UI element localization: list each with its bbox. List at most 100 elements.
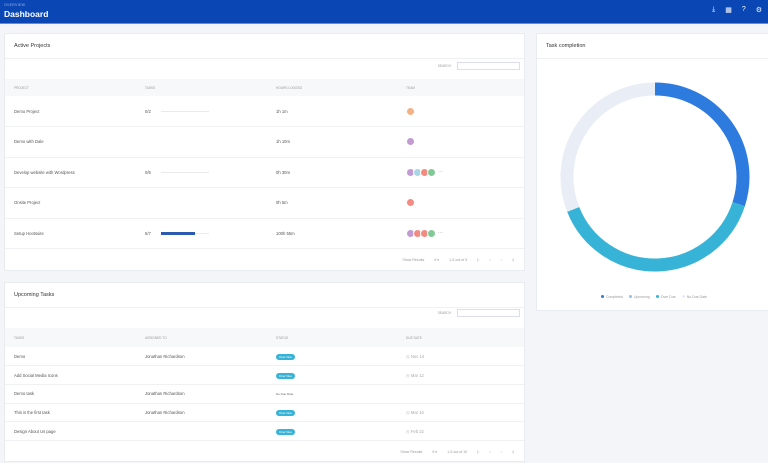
project-name[interactable]: Demo Project [5,96,136,127]
status-cell: Over Due [267,421,397,441]
table-row[interactable]: Demo Jonathan Richardson Over Due ◷ Nov 14 [5,347,524,367]
hours-logged: 0h 5m [267,187,397,219]
clock-icon: ◷ [406,372,411,378]
table-row[interactable]: Demo with Dale 1h 10m [5,126,524,158]
col-header[interactable]: Team [397,79,524,96]
team-cell [397,126,524,158]
next-page-button[interactable]: › [500,449,502,454]
table-row[interactable]: Add Social Media Icons Over Due ◷ Mar 12 [5,365,524,385]
card-title: Task completion [546,43,586,49]
donut-slice-completed[interactable] [654,82,750,207]
per-page-select[interactable]: 5 ▾ [432,449,438,454]
team-cell: ··· [397,218,524,249]
task-completion-card: Task completion Completed Upcoming Over Du… [536,33,768,311]
status-badge: Over Due [276,409,295,416]
last-page-button[interactable]: ›| [511,449,514,454]
task-search-input[interactable] [457,309,520,317]
task-name[interactable]: This is the first task [5,403,136,423]
per-page-select[interactable]: 5 ▾ [434,258,440,262]
avatar[interactable] [427,167,436,177]
table-row[interactable]: Demo task Jonathan Richardson No Due Date [5,384,524,404]
status-badge: Over Due [276,372,295,379]
project-name[interactable]: Demo with Dale [5,126,136,158]
avatar[interactable] [406,106,415,116]
team-cell [397,96,524,127]
top-bar: OVERVIEW Dashboard ⤓ ▦ ? ⚙ [0,0,768,24]
avatar[interactable] [406,198,415,208]
task-pager: Show Results 5 ▾ 1-5 out of 10 |‹ ‹ › ›| [5,441,524,463]
assignee: Jonathan Richardson [136,384,267,404]
table-row[interactable]: Setup Hootsuite 5/7 100h 55m ··· [5,218,524,249]
project-search-input[interactable] [457,62,520,70]
task-name[interactable]: Demo task [5,384,136,404]
first-page-button[interactable]: |‹ [477,449,480,454]
table-row[interactable]: Develop website with Wordpress 0/6 0h 30m ·… [5,157,524,188]
first-page-button[interactable]: |‹ [477,258,480,262]
last-page-button[interactable]: ›| [511,258,514,262]
project-name[interactable]: Develop website with Wordpress [5,157,136,188]
due-date: Mar 12 [410,372,424,378]
avatar[interactable] [427,228,436,238]
table-row[interactable]: Design About Us page Over Due ◷ Feb 22 [5,421,524,441]
due-date-cell: ◷ Mar 12 [397,365,524,385]
task-name[interactable]: Add Social Media Icons [5,365,136,385]
due-date-cell: ◷ Feb 22 [397,421,524,441]
assignee: Jonathan Richardson [136,347,267,367]
col-header[interactable]: Tasks [5,328,136,347]
clock-icon: ◷ [406,353,411,359]
assignee: Jonathan Richardson [136,403,267,423]
table-row[interactable]: Onsite Project 0h 5m [5,187,524,219]
task-count: 5/7 [145,230,151,236]
assignee [136,421,267,441]
col-header[interactable]: Due Date [397,328,524,347]
team-cell: ··· [397,157,524,188]
tasks-cell: 0/6 [136,157,267,188]
table-row[interactable]: Demo Project 0/2 1h 1m [5,96,524,127]
active-projects-card: Active Projects SEARCH Project Tasks Hours… [4,33,525,271]
prev-page-button[interactable]: ‹ [489,449,491,454]
prev-page-button[interactable]: ‹ [489,258,491,262]
col-header[interactable]: Hours Logged [267,79,397,96]
clock-icon: ◷ [406,409,411,415]
calendar-icon[interactable]: ▦ [725,7,732,14]
due-date-cell: ◷ Mar 16 [397,403,524,423]
help-icon[interactable]: ? [741,6,746,13]
status-cell: Over Due [267,347,397,367]
legend-item[interactable]: Over Due [656,295,676,299]
table-row[interactable]: This is the first task Jonathan Richardso… [5,403,524,423]
col-header[interactable]: Tasks [136,79,267,96]
legend-item[interactable]: No Due Date [682,295,707,299]
donut-slice-over-due[interactable] [567,202,745,272]
show-results-label: Show Results [402,258,425,262]
page-range: 1-5 out of 5 [449,258,468,262]
hours-logged: 100h 55m [267,218,397,249]
col-header[interactable]: Status [267,328,397,347]
col-header[interactable]: Project [5,79,136,96]
settings-icon[interactable]: ⚙ [755,7,762,14]
upcoming-tasks-card: Upcoming Tasks SEARCH Tasks Assigned To St… [4,282,525,462]
download-icon[interactable]: ⤓ [712,6,716,13]
next-page-button[interactable]: › [500,258,502,262]
more-members-icon[interactable]: ··· [438,230,443,237]
avatar[interactable] [406,137,415,147]
more-members-icon[interactable]: ··· [438,169,443,176]
status-badge: Over Due [276,353,295,360]
due-date: Feb 22 [410,428,424,434]
task-count: 0/6 [145,169,151,175]
col-header[interactable]: Assigned To [136,328,267,347]
task-count: 0/2 [145,108,151,114]
status-cell: No Due Date [267,384,397,404]
tasks-cell: 5/7 [136,218,267,249]
team-cell [397,187,524,219]
task-name[interactable]: Demo [5,347,136,367]
donut-slice-no-due-date[interactable] [560,82,656,212]
search-label: SEARCH [437,311,451,315]
project-name[interactable]: Onsite Project [5,187,136,219]
task-name[interactable]: Design About Us page [5,421,136,441]
due-date-cell: ◷ Nov 14 [397,347,524,367]
progress-bar [160,110,209,113]
legend-item[interactable]: Upcoming [629,295,650,299]
project-name[interactable]: Setup Hootsuite [5,218,136,249]
legend-item[interactable]: Completed [601,295,623,299]
due-date: Mar 16 [410,409,424,415]
